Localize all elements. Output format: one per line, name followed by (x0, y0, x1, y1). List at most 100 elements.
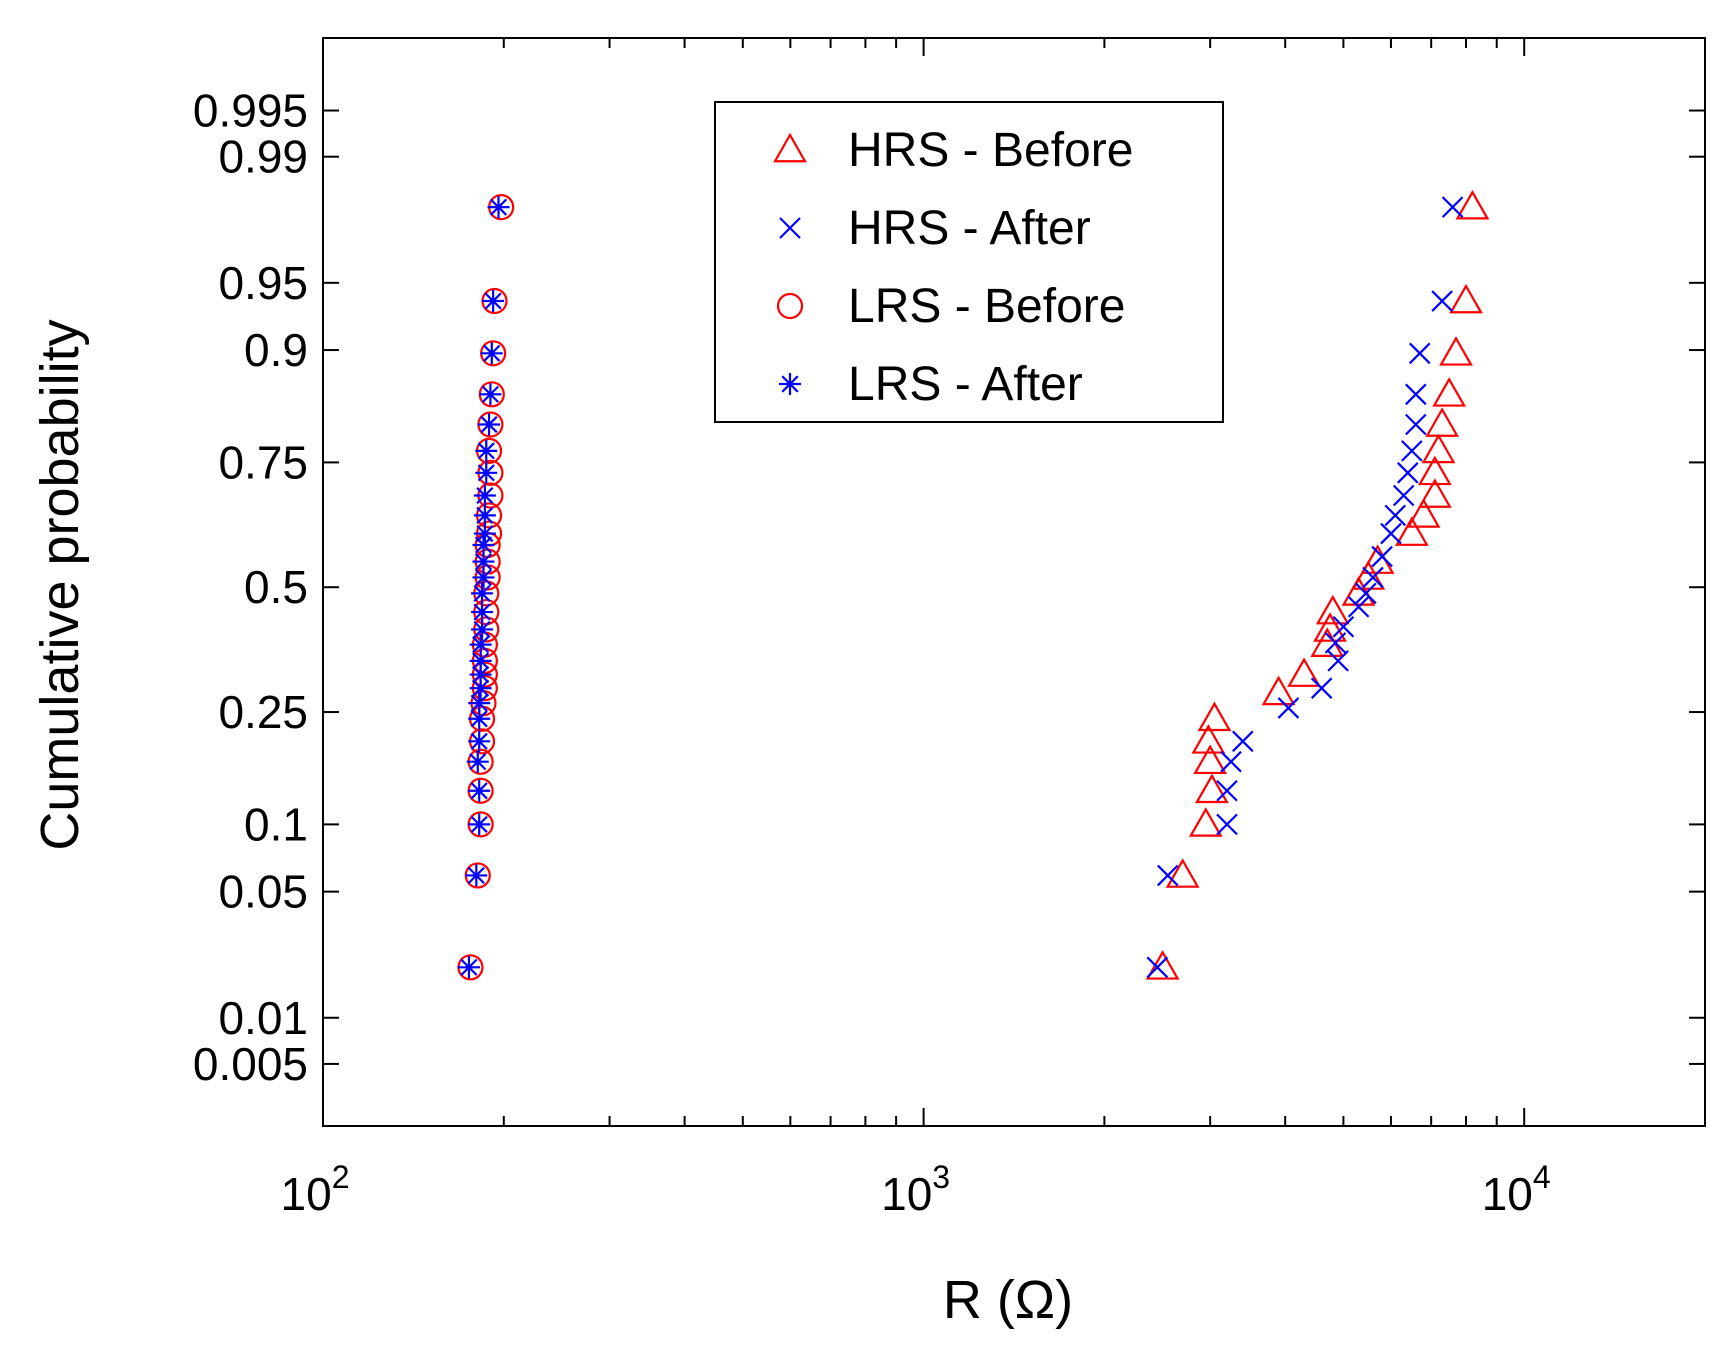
data-point (480, 342, 503, 365)
legend-marker-1 (779, 217, 801, 239)
data-point (468, 779, 491, 802)
y-tick-label: 0.75 (218, 436, 308, 488)
data-point (1397, 462, 1419, 484)
legend: HRS - Before HRS - After LRS - Before LR… (714, 101, 1224, 423)
x-tick-label: 104 (1482, 1159, 1551, 1220)
data-point (1310, 677, 1333, 699)
data-point (1146, 956, 1169, 979)
data-point (1315, 594, 1350, 625)
data-point (1405, 413, 1427, 436)
x-axis: 102 103 104 (281, 38, 1706, 1220)
data-point (1347, 596, 1370, 618)
legend-label-lrs-before: LRS - Before (848, 280, 1125, 333)
data-point (1261, 675, 1296, 706)
data-point (468, 813, 491, 836)
data-point (475, 439, 498, 462)
data-point (466, 750, 489, 773)
data-point (1405, 383, 1427, 406)
data-point (473, 504, 496, 527)
x-tick-exponent: 2 (332, 1159, 350, 1195)
data-point (1324, 632, 1347, 654)
plot-frame (322, 37, 1706, 1127)
data-point (1216, 779, 1238, 802)
data-point (469, 633, 492, 656)
data-point (1355, 582, 1377, 605)
data-point (469, 663, 492, 686)
x-tick-base: 10 (281, 1168, 332, 1220)
data-point (1341, 576, 1376, 606)
y-tick-label: 0.95 (218, 257, 308, 309)
data-point (479, 383, 502, 406)
data-point (1441, 196, 1464, 218)
data-point (487, 196, 510, 219)
y-tick-label: 0.99 (218, 131, 308, 183)
legend-label-hrs-before: HRS - Before (848, 124, 1133, 177)
data-point (1449, 283, 1483, 314)
data-point (1277, 697, 1300, 719)
y-tick-label: 0.01 (218, 992, 308, 1044)
data-point (478, 413, 501, 436)
data-point (1384, 504, 1407, 527)
data-point (471, 618, 494, 641)
data-point (1145, 950, 1180, 980)
y-tick-label: 0.005 (193, 1038, 308, 1090)
data-point (1220, 750, 1242, 773)
data-point (1197, 701, 1232, 732)
series-lrs-before (457, 194, 515, 981)
data-point (1417, 455, 1452, 486)
x-tick-base: 10 (1482, 1168, 1533, 1220)
data-point (482, 290, 505, 313)
data-point (1287, 657, 1321, 687)
legend-markers (773, 132, 807, 395)
data-point (1191, 724, 1226, 754)
plot-frame-group (322, 37, 1706, 1127)
data-point (1417, 478, 1452, 508)
data-point (1431, 290, 1453, 312)
x-tick-base: 10 (881, 1168, 932, 1220)
x-tick-label: 102 (281, 1159, 350, 1220)
data-point (1165, 858, 1200, 888)
data-point (472, 566, 495, 589)
series-hrs-after (1146, 196, 1464, 979)
data-point (1313, 612, 1347, 642)
data-point (1432, 377, 1467, 407)
data-point (1216, 813, 1238, 836)
data-point (1188, 807, 1223, 837)
data-point (473, 522, 496, 545)
data-point (1425, 407, 1460, 437)
data-point (457, 956, 480, 979)
data-point (472, 550, 495, 573)
data-point (1421, 433, 1456, 464)
y-tick-label: 0.9 (244, 324, 308, 376)
data-point (475, 461, 498, 484)
legend-marker-0 (773, 132, 807, 163)
data-point (1156, 864, 1179, 887)
data-point (1327, 650, 1349, 672)
y-tick-label: 0.995 (193, 85, 308, 137)
data-point (472, 533, 495, 556)
legend-marker-3 (779, 373, 801, 395)
data-point (1392, 484, 1415, 507)
x-axis-title: R (Ω) (943, 1270, 1073, 1330)
y-tick-label: 0.25 (218, 686, 308, 738)
x-tick-label: 103 (881, 1159, 950, 1220)
x-tick-exponent: 4 (1533, 1159, 1551, 1195)
y-tick-label: 0.5 (244, 561, 308, 613)
data-point (1194, 773, 1229, 804)
data-point (469, 677, 492, 700)
data-point (473, 484, 496, 507)
data-point (468, 692, 491, 715)
data-point (1362, 566, 1384, 589)
data-point (471, 582, 494, 605)
y-axis-title: Cumulative probability (30, 319, 90, 850)
data-point (471, 601, 494, 624)
data-point (1380, 522, 1402, 545)
data-point (1406, 498, 1441, 528)
series-hrs-before (1145, 189, 1490, 980)
legend-marker-2 (776, 292, 804, 320)
series-lrs-after (457, 196, 510, 979)
legend-label-lrs-after: LRS - After (848, 358, 1083, 411)
data-point (1371, 545, 1393, 568)
